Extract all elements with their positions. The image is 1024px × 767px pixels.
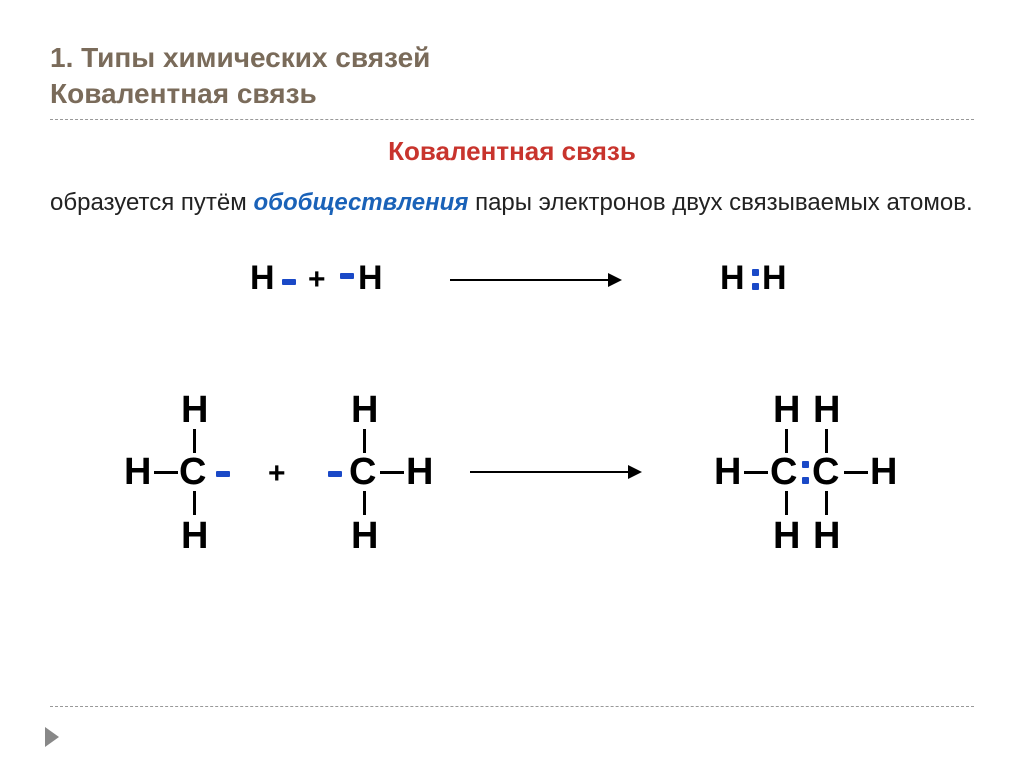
bond (785, 429, 788, 453)
bond (193, 429, 196, 453)
footer-divider (50, 706, 974, 707)
r1-atom-h1: H (250, 259, 275, 298)
r2-prod-h-r: H (870, 451, 897, 494)
electron-dot (752, 283, 759, 290)
bond (363, 429, 366, 453)
r2-rad2-h-right: H (406, 451, 433, 494)
bond (363, 491, 366, 515)
bond (785, 491, 788, 515)
r2-rad1-c: C (179, 451, 206, 494)
electron-dot (340, 273, 354, 279)
electron-dot (216, 471, 230, 477)
r1-prod-h2: H (762, 259, 787, 298)
r2-prod-h-tl: H (773, 389, 800, 432)
slide-header: 1. Типы химических связей Ковалентная св… (50, 40, 974, 113)
bond (193, 491, 196, 515)
next-arrow-icon[interactable] (45, 727, 59, 747)
bond (744, 471, 768, 474)
electron-dot (802, 477, 809, 484)
bond (825, 491, 828, 515)
r2-prod-c1: C (770, 451, 797, 494)
header-line-2: Ковалентная связь (50, 78, 317, 109)
electron-dot (802, 461, 809, 468)
header-line-1: 1. Типы химических связей (50, 42, 430, 73)
r2-rad2-c: C (349, 451, 376, 494)
r2-prod-h-bl: H (773, 515, 800, 558)
subtitle: Ковалентная связь (50, 136, 974, 167)
bond (825, 429, 828, 453)
electron-dot (752, 269, 759, 276)
electron-dot (282, 279, 296, 285)
electron-dot (328, 471, 342, 477)
header-divider (50, 119, 974, 120)
reaction-arrow (450, 279, 620, 281)
desc-emph: обобществления (253, 189, 468, 216)
r2-plus: + (268, 457, 286, 491)
r1-prod-h1: H (720, 259, 745, 298)
r1-plus: + (308, 263, 326, 297)
diagram-area: H + H H H H H C H + H C H H H (50, 259, 974, 639)
r2-rad2-h-bot: H (351, 515, 378, 558)
bond (154, 471, 178, 474)
bond (844, 471, 868, 474)
r1-atom-h2: H (358, 259, 383, 298)
desc-post: пары электронов двух связываемых атомов. (468, 189, 972, 216)
r2-rad1-h-left: H (124, 451, 151, 494)
reaction-arrow (470, 471, 640, 473)
bond (380, 471, 404, 474)
r2-prod-c2: C (812, 451, 839, 494)
r2-rad1-h-top: H (181, 389, 208, 432)
r2-prod-h-br: H (813, 515, 840, 558)
r2-prod-h-tr: H (813, 389, 840, 432)
desc-pre: образуется путём (50, 189, 253, 216)
description: образуется путём обобществления пары эле… (50, 187, 974, 219)
r2-prod-h-l: H (714, 451, 741, 494)
r2-rad2-h-top: H (351, 389, 378, 432)
r2-rad1-h-bot: H (181, 515, 208, 558)
